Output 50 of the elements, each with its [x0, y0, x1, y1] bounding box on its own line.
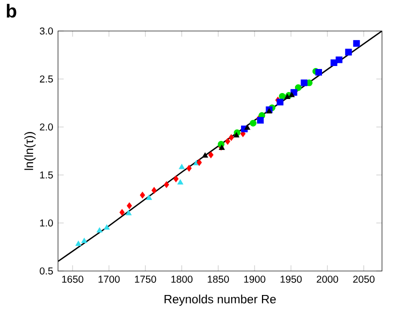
point [244, 124, 250, 130]
point [233, 132, 240, 138]
chart-title: b [6, 4, 16, 18]
point [250, 120, 256, 126]
point [196, 159, 202, 166]
point [146, 194, 152, 200]
y-tick-label: 2.5 [40, 75, 53, 83]
point [104, 224, 110, 230]
point [315, 68, 322, 76]
point [336, 56, 342, 64]
x-tick-label: 1850 [208, 276, 229, 283]
point [202, 152, 208, 158]
point [353, 40, 360, 47]
point [294, 84, 302, 91]
point [173, 175, 179, 182]
x-tick-label: 1800 [171, 276, 192, 283]
point [345, 48, 352, 56]
y-tick-label: 1.5 [40, 172, 53, 178]
point [75, 240, 82, 246]
x-tick-label: 1950 [280, 276, 302, 283]
point [96, 227, 102, 232]
point [164, 181, 170, 188]
y-axis-title: ln(ln(τ)) [24, 132, 36, 170]
x-tick-label: 2050 [353, 276, 375, 283]
point [300, 80, 308, 86]
y-tick-label: 2.0 [40, 123, 53, 131]
point [152, 187, 157, 194]
x-tick-label: 1700 [98, 276, 120, 283]
point [186, 164, 192, 172]
point [126, 210, 132, 216]
point [228, 134, 234, 141]
x-tick-label: 1650 [62, 276, 84, 283]
x-axis-title: Reynolds number Re [164, 294, 276, 306]
point [278, 92, 286, 100]
point [126, 202, 132, 210]
point [178, 164, 185, 170]
y-tick-label: 0.5 [40, 267, 53, 275]
point [225, 138, 230, 145]
x-tick-label: 2000 [316, 276, 338, 283]
point [81, 238, 88, 244]
point [177, 179, 184, 184]
point [120, 209, 125, 216]
x-tick-label: 1900 [244, 276, 266, 283]
x-tick-label: 1750 [135, 276, 156, 283]
y-tick-label: 1.0 [40, 219, 53, 227]
point [140, 192, 146, 198]
y-tick-label: 3.0 [40, 27, 53, 35]
point [288, 92, 295, 98]
point [208, 151, 214, 158]
point [276, 98, 284, 106]
